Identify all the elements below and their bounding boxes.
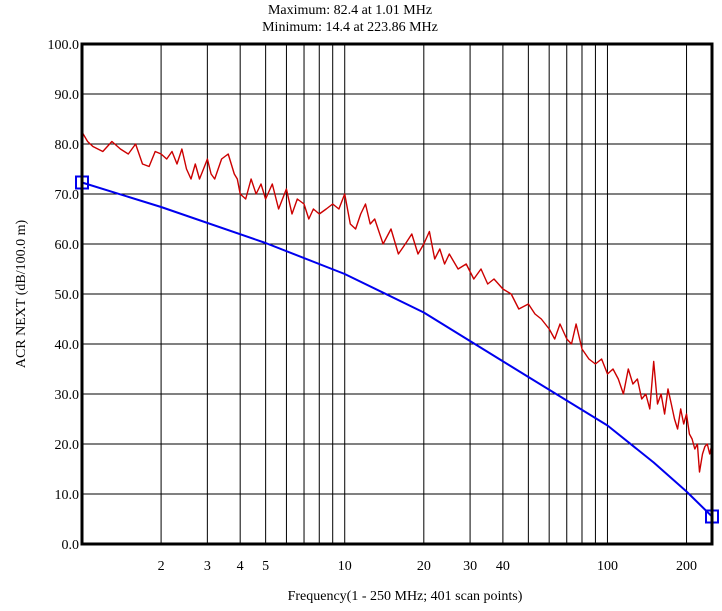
x-tick-label: 30	[463, 559, 477, 574]
x-tick-label: 3	[204, 559, 211, 574]
limit-line	[81, 181, 713, 518]
grid	[82, 44, 712, 544]
x-tick-label: 10	[338, 559, 352, 574]
x-tick-label: 5	[262, 559, 269, 574]
x-tick-label: 40	[496, 559, 510, 574]
y-tick-label: 10.0	[55, 488, 80, 503]
y-tick-label: 70.0	[55, 188, 80, 203]
series-layer	[75, 131, 719, 524]
y-tick-label: 50.0	[55, 288, 80, 303]
x-tick-label: 4	[237, 559, 244, 574]
plot-frame	[80, 42, 714, 546]
y-tick-label: 40.0	[55, 338, 80, 353]
y-tick-label: 100.0	[48, 38, 80, 53]
measured-acr-next-line	[81, 131, 713, 473]
y-tick-label: 0.0	[62, 538, 80, 553]
x-axis-label: Frequency(1 - 250 MHz; 401 scan points)	[288, 589, 523, 604]
y-tick-label: 30.0	[55, 388, 80, 403]
x-tick-label: 20	[417, 559, 431, 574]
y-tick-label: 60.0	[55, 238, 80, 253]
y-tick-labels: 0.0 10.0 20.0 30.0 40.0 50.0 60.0 70.0 80.0 90.0 1…	[48, 38, 80, 553]
maximum-readout: Maximum: 82.4 at 1.01 MHz	[267, 3, 433, 18]
y-axis-label: ACR NEXT (dB/100.0 m)	[14, 220, 29, 369]
x-tick-labels: 2 3 4 5 10 20 30 40 100 200	[158, 559, 697, 574]
x-tick-label: 2	[158, 559, 165, 574]
x-tick-label: 200	[676, 559, 697, 574]
y-tick-label: 20.0	[55, 438, 80, 453]
y-tick-label: 80.0	[55, 138, 80, 153]
y-tick-label: 90.0	[55, 88, 80, 103]
minimum-readout: Minimum: 14.4 at 223.86 MHz	[262, 20, 438, 35]
x-tick-label: 100	[597, 559, 618, 574]
